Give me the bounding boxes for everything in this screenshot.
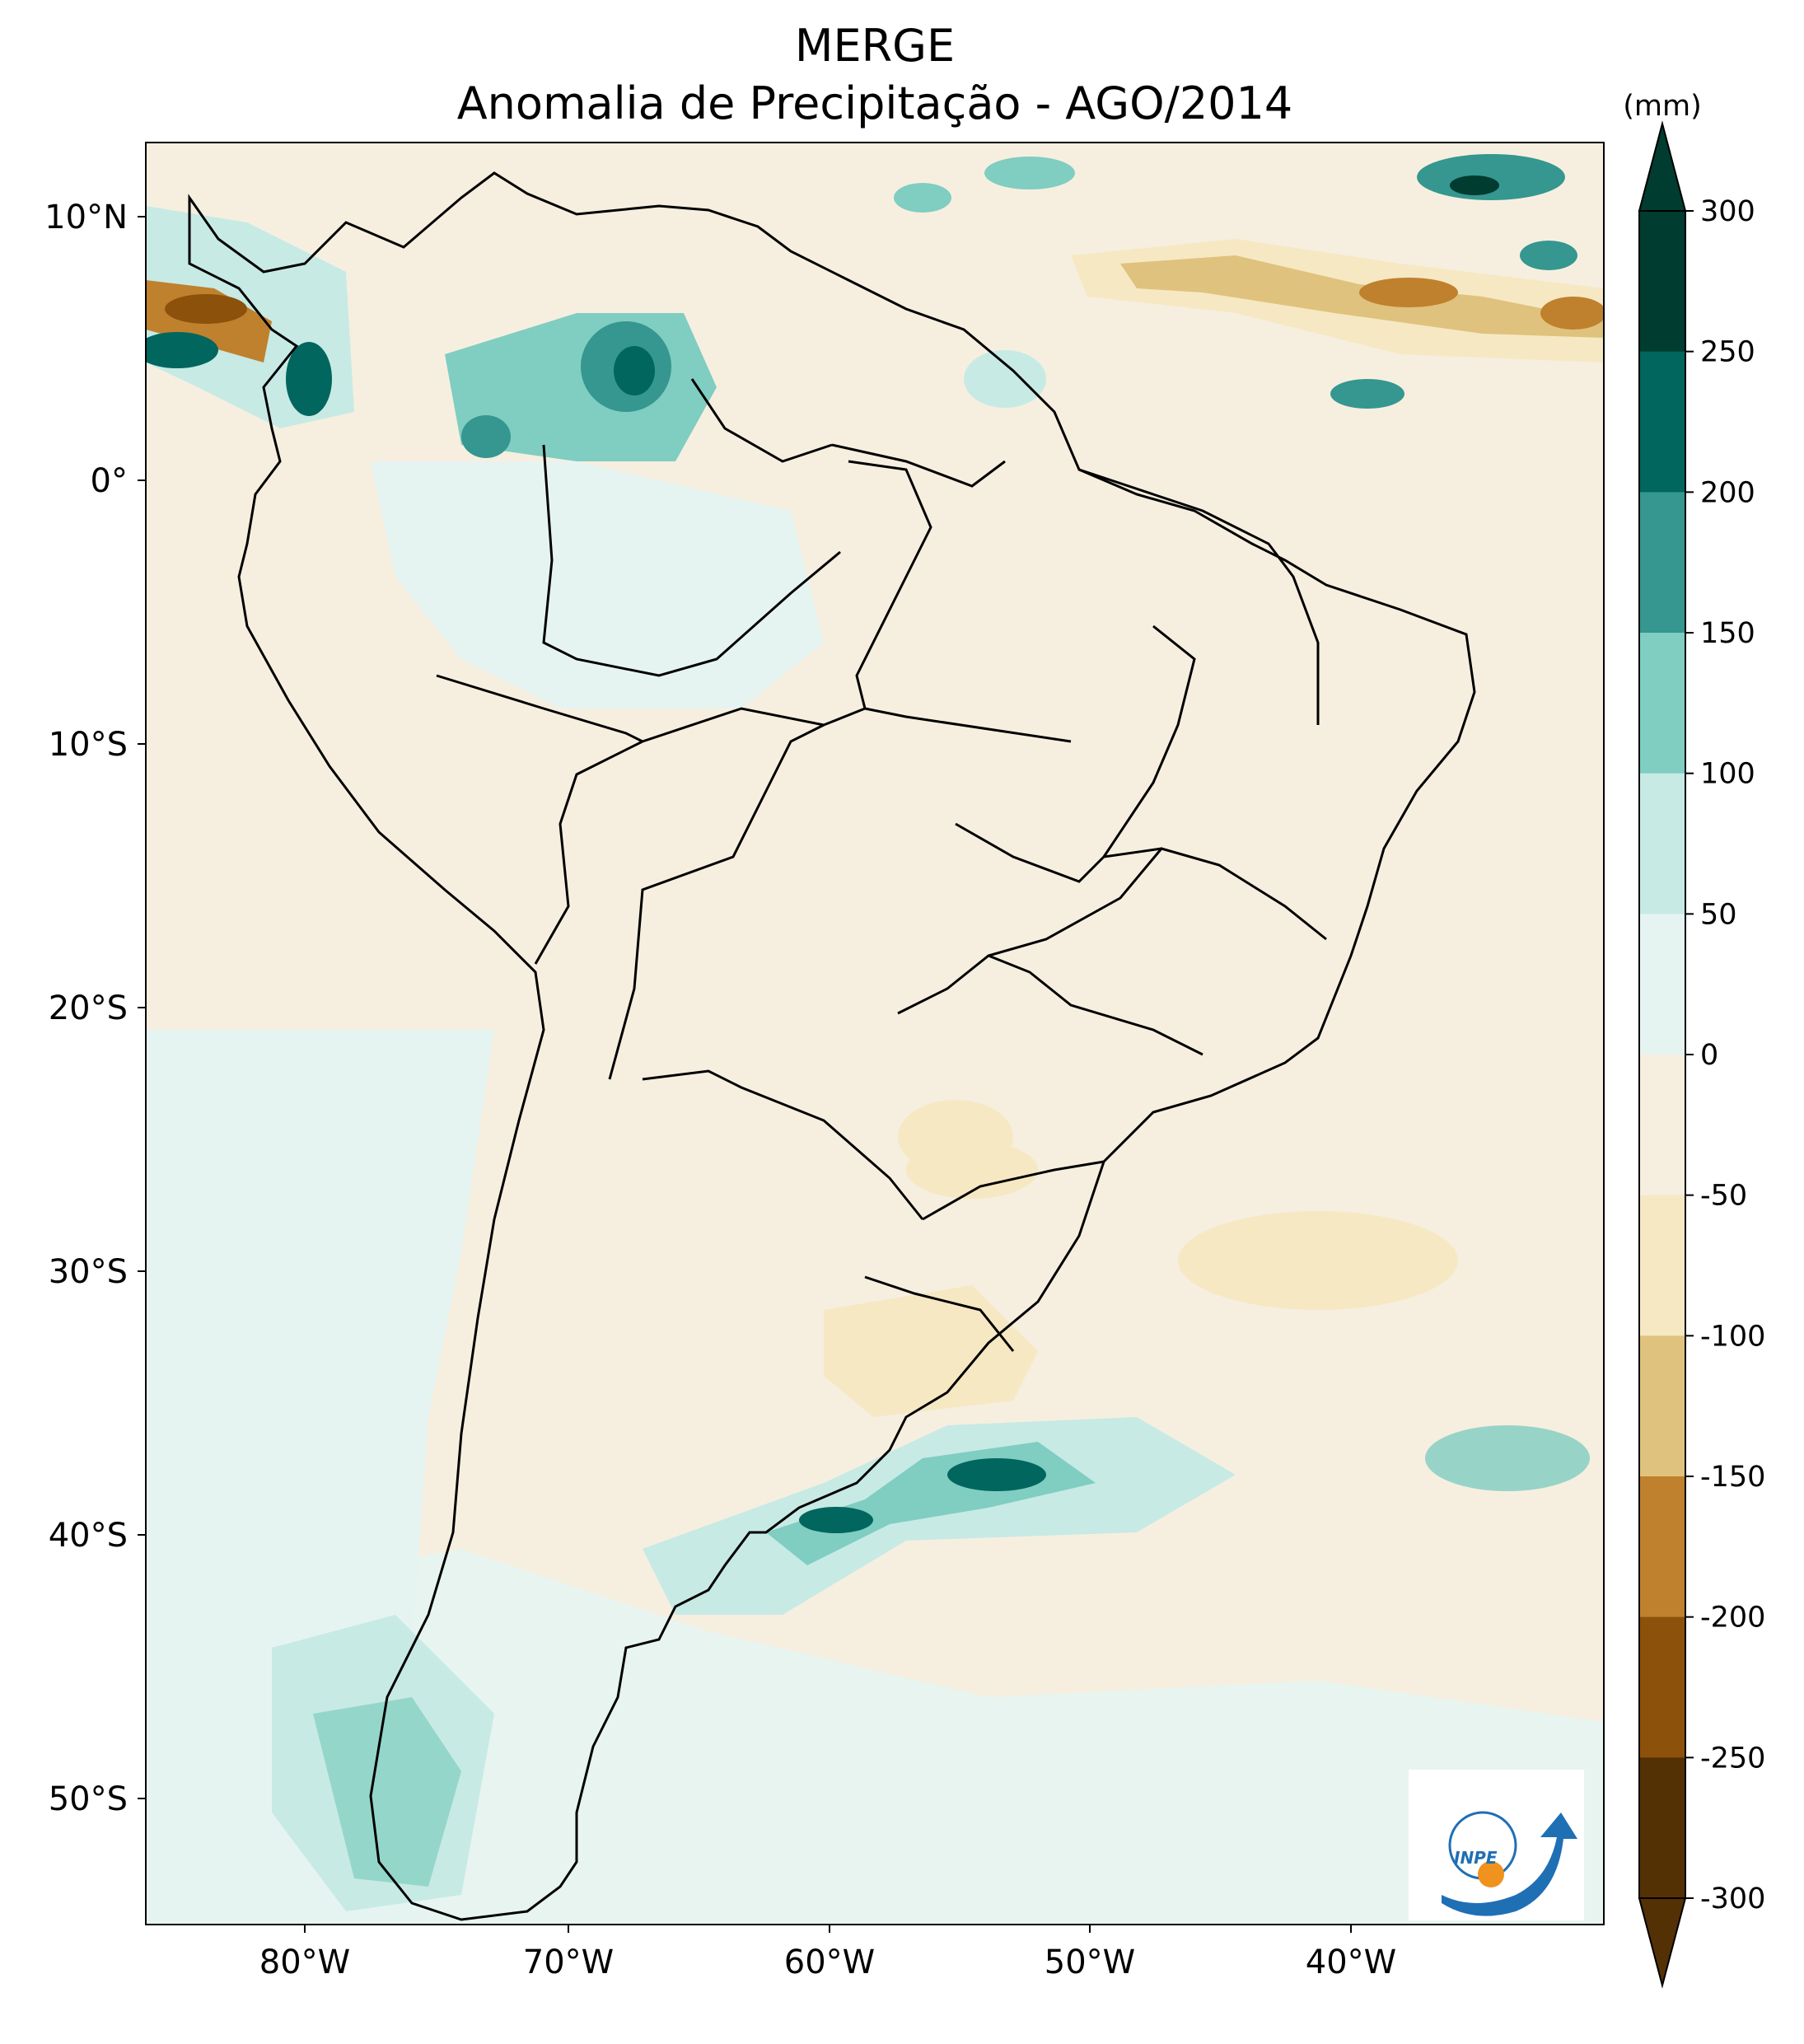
colorbar-segment xyxy=(1639,1616,1685,1758)
panama-dry-core xyxy=(165,294,247,324)
lat-tick-label: 10°S xyxy=(49,726,128,764)
lon-tick-label: 70°W xyxy=(523,1943,614,1981)
north-atlantic-wet-3 xyxy=(984,157,1075,189)
parana-dry xyxy=(898,1100,1013,1174)
colorbar-tick-label: -100 xyxy=(1700,1320,1765,1353)
lon-tick-label: 50°W xyxy=(1045,1943,1135,1981)
coastlines-and-borders xyxy=(188,171,1476,1921)
colorbar-tick-label: -300 xyxy=(1700,1883,1765,1915)
patagonia-wet-core xyxy=(313,1697,461,1887)
lon-tick-label: 60°W xyxy=(784,1943,875,1981)
atlantic-wet-max-1 xyxy=(947,1458,1046,1491)
border-4 xyxy=(848,460,932,709)
logo-text: INPE xyxy=(1454,1848,1498,1868)
lon-tick-label: 40°W xyxy=(1306,1943,1396,1981)
colorbar-extend-bottom xyxy=(1638,1897,1687,1989)
border-16 xyxy=(922,1160,1105,1221)
border-9 xyxy=(955,822,1162,883)
colorbar-tick-label: 50 xyxy=(1700,898,1737,931)
colorbar-tick-label: 150 xyxy=(1700,617,1755,650)
orinoco-wet-max xyxy=(614,346,655,395)
pacific-wet-north xyxy=(146,332,218,368)
colorbar-tick-label: 250 xyxy=(1700,336,1755,369)
border-5 xyxy=(542,444,841,677)
colorbar-segment xyxy=(1639,1195,1685,1336)
chart-subtitle: Anomalia de Precipitação - AGO/2014 xyxy=(456,77,1293,129)
border-11 xyxy=(988,954,1203,1056)
logo-swoosh xyxy=(1442,1812,1577,1916)
north-atlantic-dry-max-2 xyxy=(1540,297,1604,330)
south-america-outline xyxy=(188,171,1476,1921)
lat-tick-label: 10°N xyxy=(44,199,128,236)
colombia-wet-coast xyxy=(286,342,332,416)
map-area: INPE xyxy=(146,143,1604,1925)
colorbar-tick-label: 0 xyxy=(1700,1039,1718,1072)
guiana-wet xyxy=(964,350,1046,408)
colorbar-tick-label: 200 xyxy=(1700,476,1755,509)
inpe-logo: INPE xyxy=(1409,1770,1584,1920)
colorbar-tick-label: 100 xyxy=(1700,758,1755,791)
anomaly-shading xyxy=(146,154,1604,1925)
colorbar-tick-label: -150 xyxy=(1700,1461,1765,1494)
colorbar-segment xyxy=(1639,1335,1685,1477)
border-6 xyxy=(608,723,825,1080)
latitude-axis: 10°N 0° 10°S 20°S 30°S 40°S 50°S xyxy=(44,199,146,1818)
border-15 xyxy=(690,378,833,463)
atlantic-wet-max-3 xyxy=(1425,1425,1590,1491)
colorbar-unit: (mm) xyxy=(1623,90,1702,123)
lat-tick-label: 20°S xyxy=(49,989,128,1027)
colorbar-segment xyxy=(1639,633,1685,774)
colorbar-segment xyxy=(1639,1757,1685,1899)
lat-tick-label: 0° xyxy=(91,462,128,500)
border-7 xyxy=(642,1069,924,1220)
southern-wet-region xyxy=(146,1549,1604,1925)
lon-tick-label: 80°W xyxy=(259,1943,350,1981)
border-2 xyxy=(534,707,866,965)
north-atlantic-wet-2 xyxy=(1330,379,1404,409)
border-1 xyxy=(436,674,643,743)
colorbar-segment xyxy=(1639,773,1685,914)
atlantic-dry-1 xyxy=(1178,1211,1458,1310)
colorbar-segment xyxy=(1639,211,1685,353)
colorbar: 300 250 200 150 100 50 0 -50 -100 -150 -200 -250 -30… xyxy=(1638,120,1765,1989)
border-3 xyxy=(864,707,1072,743)
chart-title: MERGE xyxy=(794,20,956,72)
atlantic-wet-max-2 xyxy=(799,1507,873,1533)
colorbar-tick-label: 300 xyxy=(1700,195,1755,228)
colorbar-extend-top xyxy=(1638,120,1687,212)
colorbar-segment xyxy=(1639,914,1685,1055)
north-atlantic-wet-1 xyxy=(1417,154,1565,200)
colorbar-segment xyxy=(1639,492,1685,634)
colorbar-segment xyxy=(1639,1055,1685,1196)
north-atlantic-wet-4 xyxy=(894,183,951,213)
colorbar-segment xyxy=(1639,1476,1685,1618)
border-12 xyxy=(897,847,1327,1015)
border-13 xyxy=(1078,468,1320,725)
colombia-wet-2 xyxy=(461,415,511,458)
border-10 xyxy=(1102,624,1196,858)
logo-sun xyxy=(1478,1861,1504,1887)
north-atlantic-wet-5 xyxy=(1520,241,1577,270)
north-atlantic-wet-1-core xyxy=(1450,175,1499,195)
uruguay-dry xyxy=(824,1285,1038,1417)
colorbar-tick-label: -50 xyxy=(1700,1180,1747,1213)
longitude-axis: 80°W 70°W 60°W 50°W 40°W xyxy=(259,1925,1396,1981)
border-14 xyxy=(831,443,1006,488)
lat-tick-label: 30°S xyxy=(49,1253,128,1291)
colorbar-tick-label: -250 xyxy=(1700,1742,1765,1775)
colorbar-segment xyxy=(1639,351,1685,493)
colorbar-tick-label: -200 xyxy=(1700,1602,1765,1635)
lat-tick-label: 50°S xyxy=(49,1780,128,1818)
north-atlantic-dry-max xyxy=(1359,278,1458,307)
map-frame xyxy=(145,142,1605,1925)
border-8 xyxy=(864,1275,1015,1352)
lat-tick-label: 40°S xyxy=(49,1517,128,1555)
amazon-wet xyxy=(371,461,824,709)
